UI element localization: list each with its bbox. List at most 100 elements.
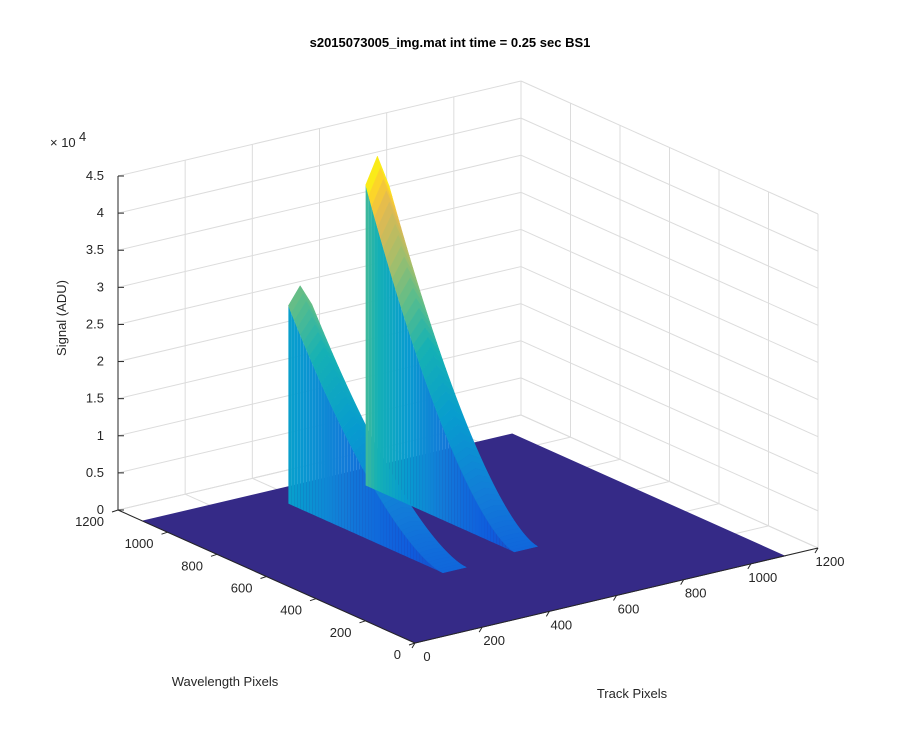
ridge-face [466,482,470,533]
ridge-face [457,462,461,529]
track-tick-label: 1200 [816,554,845,569]
ridge-face [472,494,476,535]
ridge-face [362,468,366,539]
wall-gridline [117,80,522,177]
surface [141,155,786,644]
track-tick [478,626,483,633]
wall-gridline [520,117,819,252]
ridge-face [445,434,449,523]
ridge-face [448,441,452,525]
ridge-face [294,320,298,508]
ridge-face [371,206,375,490]
ridge-face [338,421,342,528]
wavelength-tick-label: 1200 [75,514,104,529]
wall-gridline [117,228,522,325]
ridge-face [425,559,428,567]
ridge-face [318,376,322,519]
signal-tick-label: 4 [97,205,104,220]
ridge-face [407,538,411,559]
axes [111,175,819,649]
wavelength-tick [260,576,267,579]
signal-exponent-power: 4 [79,129,86,144]
ridge-face [422,370,426,513]
ridge-face [436,411,440,519]
wall-gridline [520,377,819,512]
ridge-face [505,544,509,550]
ridge-face [430,564,434,569]
ridge-face [496,533,500,546]
ridge-face [291,313,295,507]
track-tick-label: 800 [685,586,707,601]
track-tick-label: 400 [550,617,572,632]
ridge-face [386,258,390,497]
track-tick [613,595,617,601]
ridge-face [401,307,405,503]
ridge-top [510,544,539,553]
ridge-face [454,456,458,527]
ridge-face [475,499,479,536]
ridge-face [419,362,423,511]
signal-tick-label: 4.5 [86,168,104,183]
ridge-face [463,475,467,531]
ridge-face [350,445,354,533]
ridge-face [365,473,369,540]
wall-gridline [520,266,819,401]
ridge-face [460,469,464,530]
track-tick [680,579,685,585]
ridge-face [377,227,381,493]
ridge-face [327,396,330,523]
ridge-face [392,517,396,552]
signal-axis-label: Signal (ADU) [54,280,69,356]
ridge-face [404,534,408,557]
ridge-face [374,217,378,491]
ridge-face [359,462,363,537]
ridge-face [371,484,375,543]
track-tick [545,611,550,617]
wall-gridline [520,191,819,326]
ridge-face [365,185,369,487]
ridge-top [439,565,468,574]
ridge-face [490,525,494,543]
ridge-face [315,369,319,517]
track-tick [411,642,416,649]
ridge-face [433,403,437,518]
ridge-face [303,342,307,512]
wavelength-tick [210,553,218,557]
ridge-face [300,334,304,511]
signal-tick-label: 0 [97,502,104,517]
wavelength-tick [309,598,317,602]
ridge-face [389,513,393,551]
wall-gridline [117,266,522,363]
ridge-face [487,520,491,542]
ridge-face [344,433,348,531]
track-tick-label: 600 [618,602,640,617]
ridge-face [428,387,431,515]
track-tick-label: 1000 [748,570,777,585]
wall-gridline [520,340,819,475]
chart-title: s2015073005_img.mat int time = 0.25 sec … [310,35,591,50]
ridge-face [404,317,408,505]
ridge-face [469,488,473,534]
wall-gridline [117,154,522,251]
wavelength-tick-label: 1000 [125,536,154,551]
ridge-face [332,409,336,525]
wavelength-axis-label: Wavelength Pixels [172,674,279,689]
ridge-face [478,505,482,538]
ridge-face [481,510,485,539]
ridge-face [288,305,292,505]
ridge-face [410,335,414,507]
signal-tick-label: 1 [97,428,104,443]
ridge-face [422,556,426,565]
wavelength-tick-label: 600 [231,581,253,596]
ridge-face [312,363,316,516]
ridge-face [353,451,357,535]
track-tick [814,547,819,554]
ridge-face [386,508,390,549]
ridge-face [425,379,429,514]
ridge-face [427,561,431,568]
ridge-face [407,326,411,506]
wall-gridline [520,303,819,438]
ridge-face [380,499,384,547]
wavelength-tick-label: 400 [280,603,302,618]
